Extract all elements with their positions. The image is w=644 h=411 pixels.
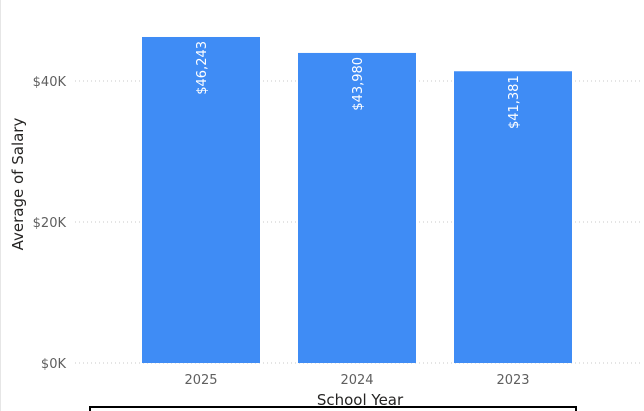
y-tick-label: $40K <box>33 75 67 90</box>
x-tick-label: 2023 <box>496 373 529 388</box>
panel-border <box>0 0 1 411</box>
data-label: $41,381 <box>507 75 522 129</box>
x-tick-label: 2024 <box>340 373 373 388</box>
bar <box>298 52 416 363</box>
bar <box>454 71 572 363</box>
bar <box>142 36 260 364</box>
x-axis-ticks: 2025 2024 2023 <box>184 373 529 388</box>
x-tick-label: 2025 <box>184 373 217 388</box>
bars <box>142 36 572 364</box>
x-axis-title: School Year <box>317 391 404 409</box>
data-label: $46,243 <box>195 41 210 95</box>
y-tick-label: $0K <box>41 357 67 372</box>
y-axis-title: Average of Salary <box>9 118 27 251</box>
data-label: $43,980 <box>351 57 366 111</box>
y-axis-ticks: $0K $20K $40K <box>33 75 67 372</box>
data-labels: $46,243 $43,980 $41,381 <box>195 41 522 129</box>
footer-box <box>89 406 577 411</box>
y-tick-label: $20K <box>33 216 67 231</box>
